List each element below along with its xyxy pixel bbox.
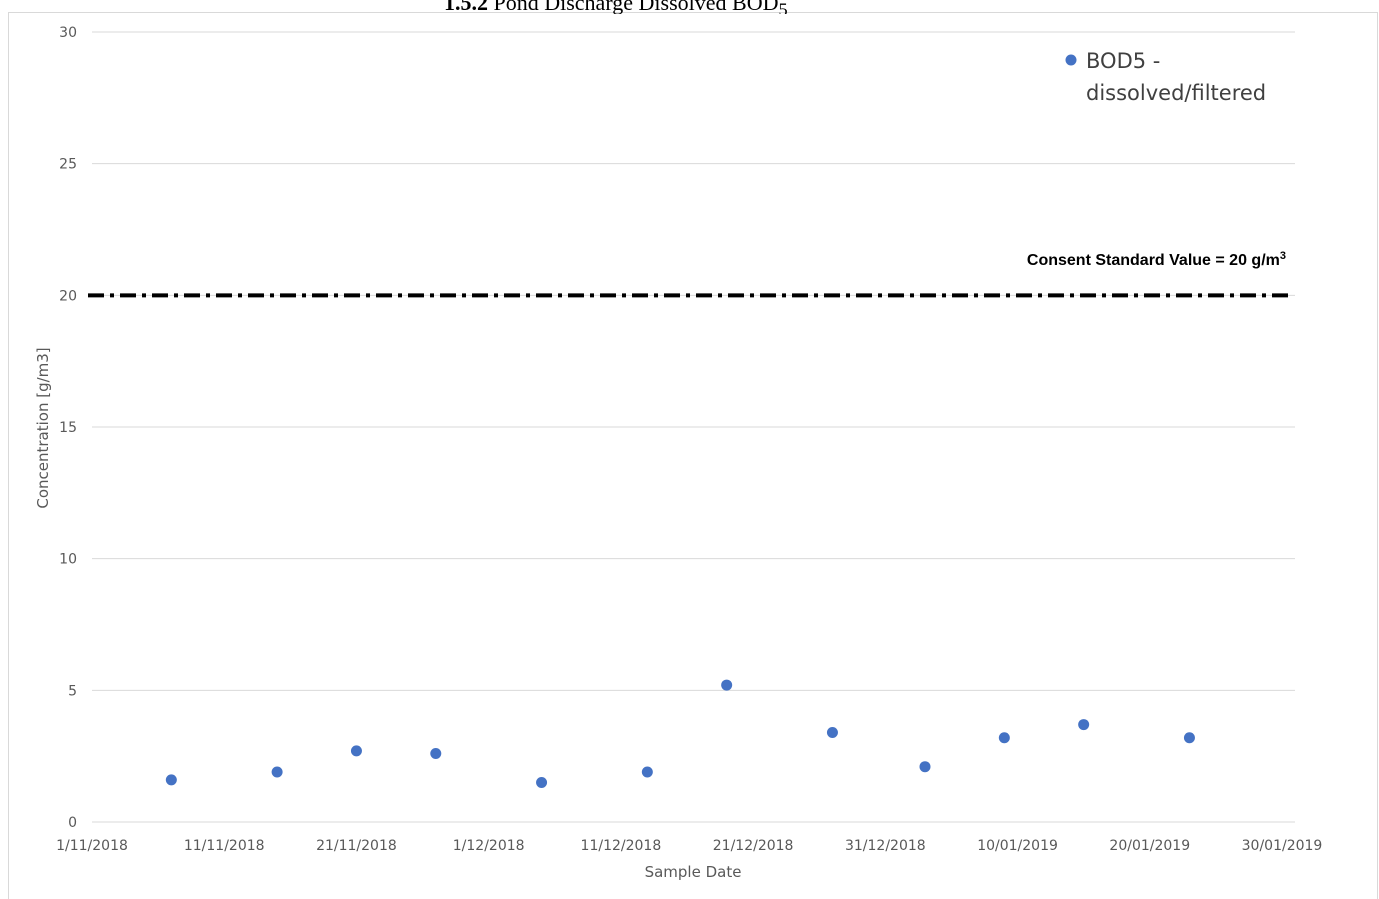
x-tick-label: 20/01/2019 bbox=[1109, 838, 1190, 854]
legend: BOD5 - dissolved/filtered bbox=[1065, 49, 1266, 105]
data-points bbox=[165, 679, 1195, 788]
y-axis-title: Concentration [g/m3] bbox=[34, 347, 52, 508]
y-tick-label: 0 bbox=[68, 815, 77, 831]
x-tick-label: 30/01/2019 bbox=[1242, 838, 1323, 854]
x-tick-label: 11/12/2018 bbox=[581, 838, 662, 854]
data-point bbox=[430, 748, 442, 760]
y-tick-label: 15 bbox=[59, 420, 77, 436]
data-point bbox=[641, 766, 653, 778]
legend-marker bbox=[1065, 54, 1077, 66]
section-title: Pond Discharge Dissolved BOD bbox=[493, 0, 779, 14]
data-point bbox=[919, 761, 931, 773]
data-point bbox=[826, 726, 838, 738]
x-tick-label: 10/01/2019 bbox=[977, 838, 1058, 854]
data-point bbox=[998, 732, 1010, 744]
x-tick-label: 21/11/2018 bbox=[316, 838, 397, 854]
data-point bbox=[721, 679, 733, 691]
section-number: 1.5.2 bbox=[444, 0, 488, 14]
data-point bbox=[350, 745, 362, 757]
data-point bbox=[1078, 719, 1090, 731]
data-point bbox=[536, 777, 548, 788]
x-tick-label: 21/12/2018 bbox=[713, 838, 794, 854]
section-heading-text: 1.5.2 Pond Discharge Dissolved BOD5 bbox=[444, 0, 788, 14]
x-tick-label: 31/12/2018 bbox=[845, 838, 926, 854]
x-axis-title: Sample Date bbox=[645, 863, 742, 881]
y-tick-label: 30 bbox=[59, 25, 77, 41]
consent-standard-label: Consent Standard Value = 20 g/m3 bbox=[1027, 250, 1286, 269]
chart-frame bbox=[8, 12, 1378, 899]
section-heading: 1.5.2 Pond Discharge Dissolved BOD5 bbox=[0, 0, 1379, 14]
legend-label-line-2: dissolved/filtered bbox=[1086, 81, 1266, 105]
gridlines bbox=[92, 31, 1295, 823]
section-title-subscript: 5 bbox=[778, 0, 788, 14]
legend-label-line-1: BOD5 - bbox=[1086, 49, 1160, 73]
data-point bbox=[1183, 732, 1195, 744]
data-point bbox=[165, 774, 177, 786]
x-tick-label: 1/11/2018 bbox=[56, 838, 128, 854]
x-tick-label: 1/12/2018 bbox=[453, 838, 525, 854]
data-point bbox=[271, 766, 283, 778]
y-tick-label: 5 bbox=[68, 683, 77, 699]
x-tick-labels: 1/11/2018 11/11/2018 21/11/2018 1/12/2018 11… bbox=[56, 838, 1322, 854]
x-tick-label: 11/11/2018 bbox=[184, 838, 265, 854]
y-tick-label: 20 bbox=[59, 288, 77, 304]
y-tick-labels: 0 5 10 15 20 25 30 bbox=[59, 25, 77, 831]
y-tick-label: 10 bbox=[59, 552, 77, 568]
y-tick-label: 25 bbox=[59, 157, 77, 173]
